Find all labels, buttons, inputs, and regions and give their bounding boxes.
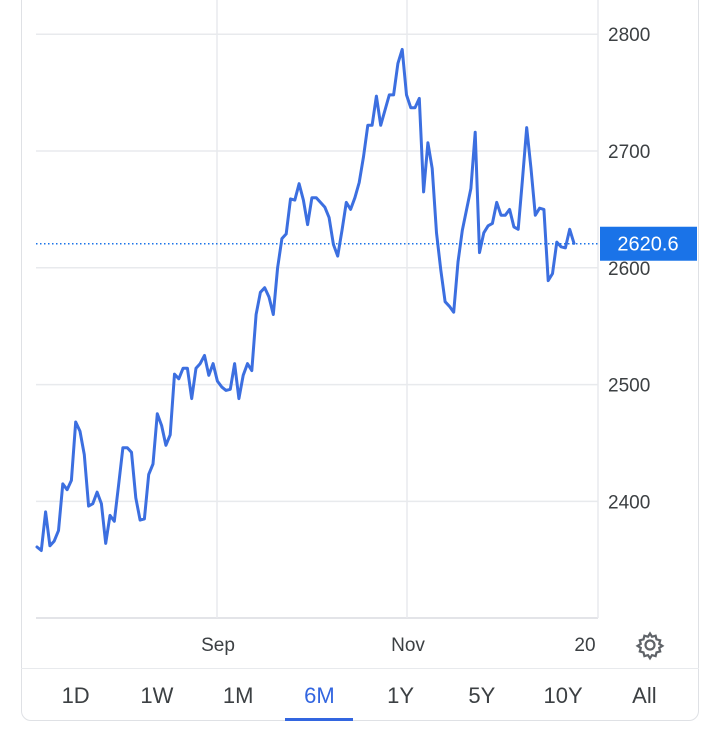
tab-5y[interactable]: 5Y bbox=[450, 673, 514, 719]
tab-1d[interactable]: 1D bbox=[44, 673, 108, 719]
tab-6m[interactable]: 6M bbox=[287, 673, 351, 719]
y-tick-label: 2500 bbox=[608, 376, 650, 397]
y-tick-label: 2400 bbox=[608, 492, 650, 513]
tab-1w[interactable]: 1W bbox=[125, 673, 189, 719]
y-tick-label: 2800 bbox=[608, 25, 650, 46]
tab-all[interactable]: All bbox=[612, 673, 676, 719]
current-value-label: 2620.6 bbox=[617, 234, 678, 256]
price-line bbox=[37, 49, 574, 550]
tab-10y[interactable]: 10Y bbox=[531, 673, 595, 719]
timeframe-tabs: 1D 1W 1M 6M 1Y 5Y 10Y All bbox=[21, 668, 699, 722]
x-tick-label: Sep bbox=[201, 635, 235, 656]
x-tick-label: 20 bbox=[574, 635, 595, 656]
settings-gear-icon[interactable] bbox=[634, 629, 666, 661]
tab-1m[interactable]: 1M bbox=[206, 673, 270, 719]
x-tick-label: Nov bbox=[391, 635, 425, 656]
line-chart: 2400 2500 2600 2700 2800 Sep Nov 20 2620.6 bbox=[0, 0, 720, 668]
y-tick-label: 2700 bbox=[608, 142, 650, 163]
y-tick-label: 2600 bbox=[608, 259, 650, 280]
tab-1y[interactable]: 1Y bbox=[369, 673, 433, 719]
